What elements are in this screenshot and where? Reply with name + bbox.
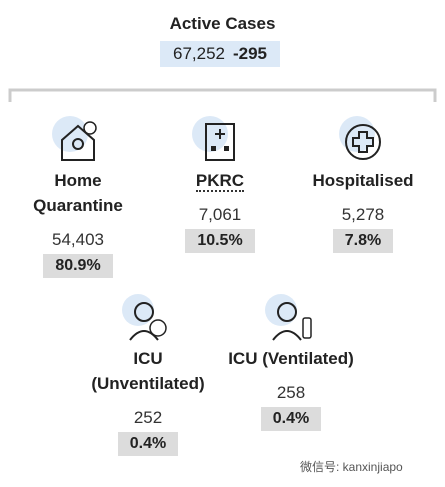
change: -295 [232,44,268,63]
total: 67,252 [172,44,225,63]
value: 7,061 [198,205,242,224]
icon [192,116,235,161]
value: 252 [133,408,163,427]
percent: 0.4% [117,432,179,456]
value: 5,278 [341,205,385,224]
percent: 10.5% [185,229,255,253]
percent: 0.4% [260,407,322,431]
value: 54,403 [52,230,104,249]
percent: 80.9% [43,254,113,278]
label: Hospitalised [312,171,414,190]
item: ICU (Unventilated) 252 0.4% [73,292,223,456]
icon [339,116,381,160]
title: Active Cases [169,14,276,33]
icon [265,294,312,341]
watermark: 微信号: kanxinjiapo [300,460,403,474]
icon [52,116,97,161]
label-text: PKRC [195,171,245,192]
item: Hospitalised 5,278 7.8% [288,114,438,253]
label: PKRC [150,168,290,193]
item: ICU (Ventilated) 258 0.4% [216,292,366,431]
item: Home Quarantine 54,403 80.9% [3,114,153,278]
label: ICU (Unventilated) [91,349,205,393]
label: Home Quarantine [33,171,123,215]
count-box: 67,252 -295 [160,41,280,67]
icon [122,294,167,341]
label: ICU (Ventilated) [228,349,354,368]
value: 258 [276,383,306,402]
item: PKRC 7,061 10.5% [145,114,295,253]
percent: 7.8% [332,229,394,253]
bracket [8,88,437,102]
